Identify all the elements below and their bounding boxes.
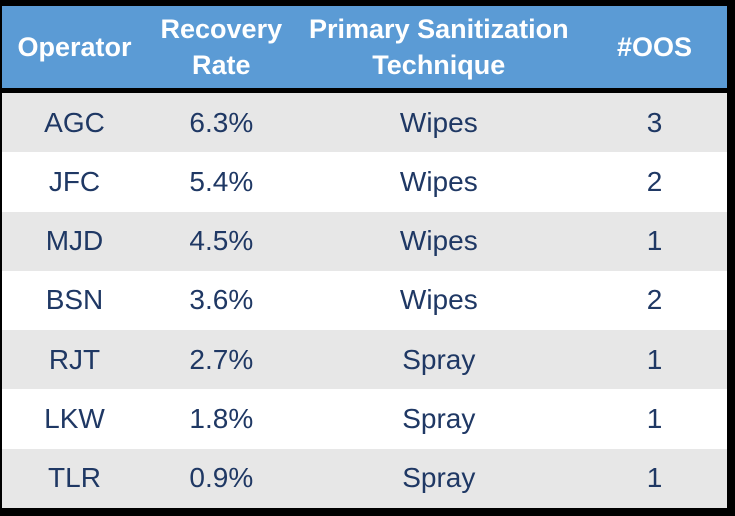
cell-oos-count: 2	[646, 165, 663, 197]
cell-oos-count: 2	[646, 284, 663, 316]
cell-operator: MJD	[45, 225, 104, 257]
cell-recovery-rate: 3.6%	[189, 284, 254, 316]
cell-sanitization-technique: Spray	[402, 462, 476, 494]
column-header-oos: #OOS	[616, 32, 693, 62]
cell-operator: BSN	[45, 284, 104, 316]
table-row: AGC 6.3% Wipes 3	[2, 93, 727, 153]
cell-operator: TLR	[48, 462, 101, 494]
column-header-primary-sanitization-technique: Primary Sanitization Technique	[309, 14, 569, 80]
table-body: AGC 6.3% Wipes 3 JFC 5.4% Wipes 2 MJD 4.…	[2, 93, 727, 508]
cell-recovery-rate: 6.3%	[189, 106, 254, 138]
cell-sanitization-technique: Wipes	[399, 225, 478, 257]
cell-oos-count: 1	[646, 225, 663, 257]
column-header-recovery-rate: Recovery Rate	[160, 14, 283, 80]
cell-oos-count: 1	[646, 462, 663, 494]
cell-oos-count: 1	[646, 403, 663, 435]
cell-operator: RJT	[48, 343, 101, 375]
cell-operator: JFC	[48, 165, 101, 197]
cell-operator: AGC	[44, 106, 105, 138]
table-row: JFC 5.4% Wipes 2	[2, 152, 727, 212]
cell-oos-count: 3	[646, 106, 663, 138]
table-row: MJD 4.5% Wipes 1	[2, 211, 727, 271]
cell-recovery-rate: 5.4%	[189, 165, 254, 197]
cell-oos-count: 1	[646, 343, 663, 375]
column-header-operator: Operator	[17, 32, 132, 62]
cell-recovery-rate: 2.7%	[189, 343, 254, 375]
cell-sanitization-technique: Wipes	[399, 284, 478, 316]
table-row: TLR 0.9% Spray 1	[2, 448, 727, 508]
cell-recovery-rate: 1.8%	[189, 403, 254, 435]
table-row: RJT 2.7% Spray 1	[2, 330, 727, 390]
cell-recovery-rate: 0.9%	[189, 462, 254, 494]
table-row: BSN 3.6% Wipes 2	[2, 270, 727, 331]
cell-sanitization-technique: Wipes	[399, 165, 478, 197]
table-row: LKW 1.8% Spray 1	[2, 389, 727, 449]
table-header-row: Operator Recovery Rate Primary Sanitizat…	[2, 6, 727, 93]
cell-recovery-rate: 4.5%	[189, 225, 254, 257]
cell-sanitization-technique: Spray	[402, 403, 476, 435]
cell-sanitization-technique: Spray	[402, 343, 476, 375]
cell-sanitization-technique: Wipes	[399, 106, 478, 138]
cell-operator: LKW	[44, 403, 105, 435]
